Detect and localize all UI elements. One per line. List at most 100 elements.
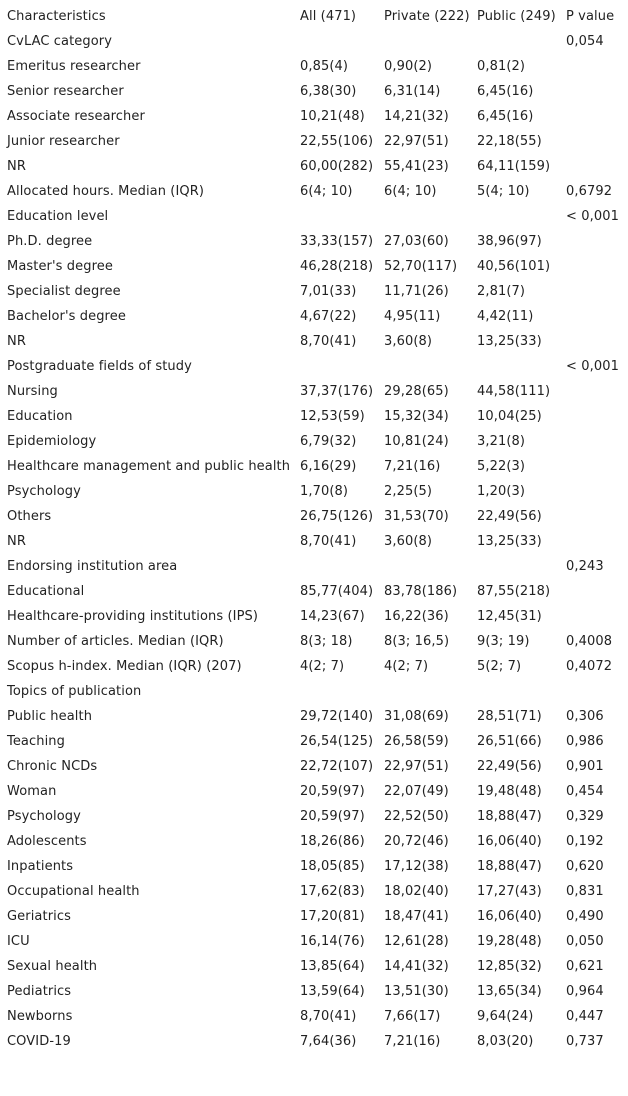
row-label: Teaching — [7, 734, 65, 749]
cell-pvalue: 0,4008 — [566, 634, 613, 649]
cell-private: 22,52(50) — [384, 809, 449, 824]
cell-private: 31,53(70) — [384, 509, 449, 524]
cell-public: 0,81(2) — [477, 59, 526, 74]
cell-private: 27,03(60) — [384, 234, 449, 249]
cell-public: 4,42(11) — [477, 309, 534, 324]
cell-pvalue: 0,986 — [566, 734, 604, 749]
cell-private: 4(2; 7) — [384, 659, 429, 674]
cell-all — [300, 354, 384, 379]
cell-pvalue — [566, 604, 628, 629]
cell-all: 1,70(8) — [300, 484, 349, 499]
row-label: Number of articles. Median (IQR) — [7, 634, 224, 649]
row-label: Endorsing institution area — [7, 559, 178, 574]
cell-all: 33,33(157) — [300, 234, 374, 249]
row-label: Bachelor's degree — [7, 309, 126, 324]
cell-all — [300, 554, 384, 579]
cell-all: 17,62(83) — [300, 884, 365, 899]
cell-private: 13,51(30) — [384, 984, 449, 999]
cell-private: 2,25(5) — [384, 484, 433, 499]
cell-private: 26,58(59) — [384, 734, 449, 749]
cell-private: 7,66(17) — [384, 1009, 441, 1024]
cell-all: 8,70(41) — [300, 534, 357, 549]
table-row: Psychology 20,59(97) 22,52(50) 18,88(47) 0,3… — [0, 804, 628, 829]
row-label: Scopus h-index. Median (IQR) (207) — [7, 659, 242, 674]
cell-all: 20,59(97) — [300, 809, 365, 824]
cell-private: 83,78(186) — [384, 584, 458, 599]
table-row: Topics of publication — [0, 679, 628, 704]
cell-private: 3,60(8) — [384, 534, 433, 549]
table-row: Master's degree 46,28(218) 52,70(117) 40,56… — [0, 254, 628, 279]
cell-all — [300, 29, 384, 54]
cell-private: 6(4; 10) — [384, 184, 437, 199]
table-row: Public health 29,72(140) 31,08(69) 28,51(71… — [0, 704, 628, 729]
cell-public: 3,21(8) — [477, 434, 526, 449]
cell-pvalue: 0,737 — [566, 1034, 604, 1049]
cell-public: 9(3; 19) — [477, 634, 530, 649]
table-row: NR 8,70(41) 3,60(8) 13,25(33) — [0, 329, 628, 354]
cell-pvalue: 0,6792 — [566, 184, 613, 199]
cell-all: 18,05(85) — [300, 859, 365, 874]
cell-public: 9,64(24) — [477, 1009, 534, 1024]
column-header-private: Private (222) — [384, 9, 470, 24]
cell-public: 8,03(20) — [477, 1034, 534, 1049]
row-label: Geriatrics — [7, 909, 71, 924]
cell-all: 46,28(218) — [300, 259, 374, 274]
cell-private: 7,21(16) — [384, 1034, 441, 1049]
row-label: Sexual health — [7, 959, 98, 974]
cell-private: 55,41(23) — [384, 159, 449, 174]
row-label: NR — [7, 534, 26, 549]
row-label: Junior researcher — [7, 134, 120, 149]
table-row: Bachelor's degree 4,67(22) 4,95(11) 4,42(11… — [0, 304, 628, 329]
cell-private: 10,81(24) — [384, 434, 449, 449]
cell-public: 18,88(47) — [477, 809, 542, 824]
cell-pvalue — [566, 129, 628, 154]
table-row: Occupational health 17,62(83) 18,02(40) 17,… — [0, 879, 628, 904]
cell-public: 87,55(218) — [477, 584, 551, 599]
cell-all: 26,75(126) — [300, 509, 374, 524]
cell-pvalue: 0,620 — [566, 859, 604, 874]
cell-public: 12,85(32) — [477, 959, 542, 974]
row-label: Nursing — [7, 384, 58, 399]
cell-public: 18,88(47) — [477, 859, 542, 874]
cell-public: 26,51(66) — [477, 734, 542, 749]
table-row: Ph.D. degree 33,33(157) 27,03(60) 38,96(97) — [0, 229, 628, 254]
cell-public — [477, 29, 566, 54]
cell-public: 1,20(3) — [477, 484, 526, 499]
cell-pvalue — [566, 504, 628, 529]
cell-public: 19,28(48) — [477, 934, 542, 949]
cell-public: 13,25(33) — [477, 534, 542, 549]
table-row: Others 26,75(126) 31,53(70) 22,49(56) — [0, 504, 628, 529]
cell-private — [384, 204, 477, 229]
cell-public: 22,18(55) — [477, 134, 542, 149]
table-row: Nursing 37,37(176) 29,28(65) 44,58(111) — [0, 379, 628, 404]
cell-all: 8(3; 18) — [300, 634, 353, 649]
row-label: Topics of publication — [7, 684, 142, 699]
row-label: ICU — [7, 934, 30, 949]
cell-public: 5(4; 10) — [477, 184, 530, 199]
cell-all — [300, 679, 384, 704]
table-row: Epidemiology 6,79(32) 10,81(24) 3,21(8) — [0, 429, 628, 454]
cell-public: 19,48(48) — [477, 784, 542, 799]
cell-all: 22,72(107) — [300, 759, 374, 774]
table-row: Newborns 8,70(41) 7,66(17) 9,64(24) 0,447 — [0, 1004, 628, 1029]
table-row: Psychology 1,70(8) 2,25(5) 1,20(3) — [0, 479, 628, 504]
table-row: Teaching 26,54(125) 26,58(59) 26,51(66) 0,98… — [0, 729, 628, 754]
cell-private — [384, 354, 477, 379]
cell-all: 14,23(67) — [300, 609, 365, 624]
cell-all: 60,00(282) — [300, 159, 374, 174]
cell-pvalue — [566, 79, 628, 104]
row-label: Education level — [7, 209, 109, 224]
cell-pvalue — [566, 304, 628, 329]
row-label: Emeritus researcher — [7, 59, 141, 74]
column-header-characteristics: Characteristics — [7, 9, 106, 24]
column-header-pvalue: P value — [566, 9, 615, 24]
cell-all: 22,55(106) — [300, 134, 374, 149]
row-label: Associate researcher — [7, 109, 145, 124]
cell-private — [384, 679, 477, 704]
table-row: Emeritus researcher 0,85(4) 0,90(2) 0,81(2) — [0, 54, 628, 79]
table-row: NR 60,00(282) 55,41(23) 64,11(159) — [0, 154, 628, 179]
cell-pvalue: 0,329 — [566, 809, 604, 824]
table-row: ICU 16,14(76) 12,61(28) 19,28(48) 0,050 — [0, 929, 628, 954]
cell-private: 29,28(65) — [384, 384, 449, 399]
cell-public: 64,11(159) — [477, 159, 551, 174]
